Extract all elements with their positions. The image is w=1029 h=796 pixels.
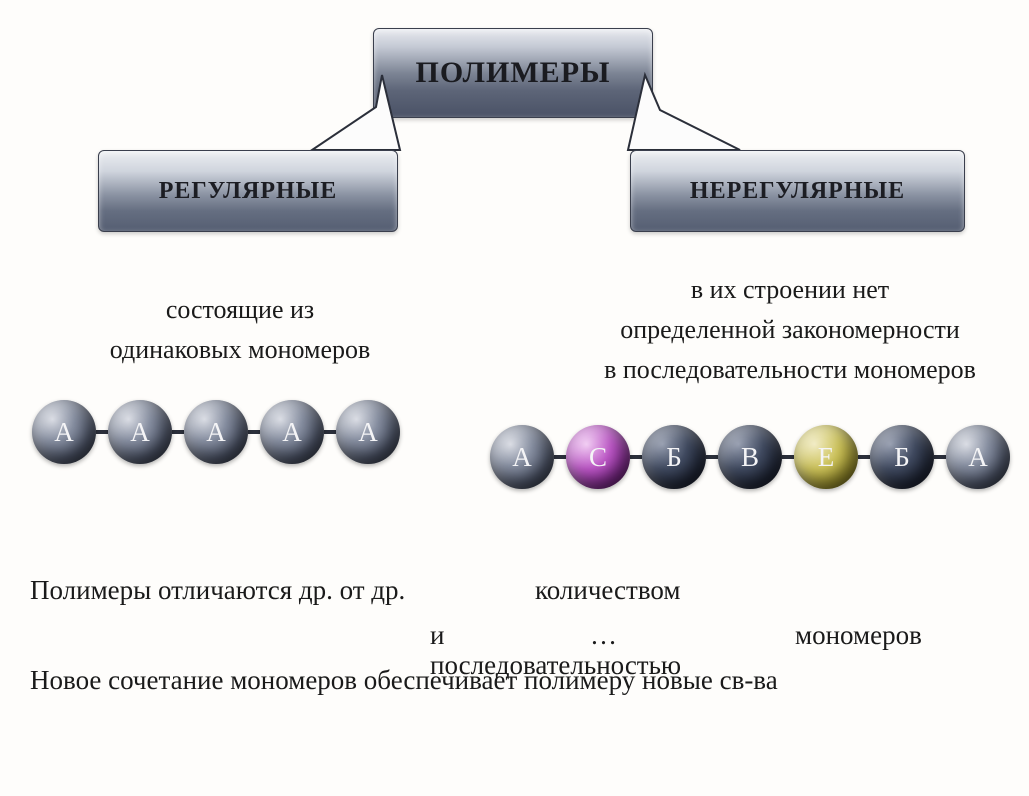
monomer-ball: А bbox=[32, 400, 96, 464]
left-description: состоящие изодинаковых мономеров bbox=[60, 290, 420, 370]
monomer-ball: Б bbox=[870, 425, 934, 489]
chain-link bbox=[554, 455, 566, 459]
left-branch-box: РЕГУЛЯРНЫЕ bbox=[98, 150, 398, 232]
bottom-text-line: количеством bbox=[535, 575, 680, 606]
description-line: в последовательности мономеров bbox=[555, 350, 1025, 390]
description-line: в их строении нет bbox=[555, 270, 1025, 310]
bottom-text-line: последовательностью bbox=[430, 650, 681, 681]
chain-link bbox=[858, 455, 870, 459]
title-box: ПОЛИМЕРЫ bbox=[373, 28, 653, 118]
right-branch-box: НЕРЕГУЛЯРНЫЕ bbox=[630, 150, 965, 232]
monomer-ball: А bbox=[260, 400, 324, 464]
chain-link bbox=[782, 455, 794, 459]
chain-link bbox=[934, 455, 946, 459]
description-line: одинаковых мономеров bbox=[60, 330, 420, 370]
chain-link bbox=[96, 430, 108, 434]
bottom-text-line: Полимеры отличаются др. от др. bbox=[30, 575, 405, 606]
chain-link bbox=[706, 455, 718, 459]
bottom-text-line: и bbox=[430, 620, 444, 651]
chain-link bbox=[630, 455, 642, 459]
right-monomer-chain: АСБВЕБА bbox=[490, 425, 1010, 489]
monomer-ball: А bbox=[490, 425, 554, 489]
monomer-ball: А bbox=[336, 400, 400, 464]
description-line: определенной закономерности bbox=[555, 310, 1025, 350]
right-description: в их строении нетопределенной закономерн… bbox=[555, 270, 1025, 390]
monomer-ball: А bbox=[946, 425, 1010, 489]
bottom-text-line: мономеров bbox=[795, 620, 922, 651]
description-line: состоящие из bbox=[60, 290, 420, 330]
monomer-ball: Б bbox=[642, 425, 706, 489]
monomer-ball: А bbox=[108, 400, 172, 464]
monomer-ball: Е bbox=[794, 425, 858, 489]
monomer-ball: С bbox=[566, 425, 630, 489]
left-monomer-chain: ААААА bbox=[32, 400, 400, 464]
chain-link bbox=[248, 430, 260, 434]
chain-link bbox=[172, 430, 184, 434]
monomer-ball: А bbox=[184, 400, 248, 464]
chain-link bbox=[324, 430, 336, 434]
monomer-ball: В bbox=[718, 425, 782, 489]
bottom-text-line: … bbox=[590, 620, 617, 651]
